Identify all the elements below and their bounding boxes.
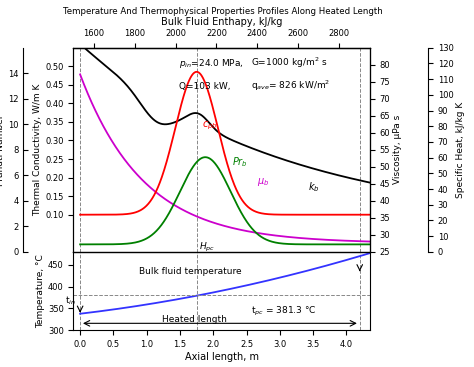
Text: Bulk fluid temperature: Bulk fluid temperature [138, 267, 241, 276]
Text: $\mu_b$: $\mu_b$ [257, 177, 269, 188]
Y-axis label: Specific Heat, kJ/kg K: Specific Heat, kJ/kg K [456, 102, 465, 198]
X-axis label: Bulk Fluid Enthapy, kJ/kg: Bulk Fluid Enthapy, kJ/kg [161, 17, 283, 27]
Y-axis label: Temperature, °C: Temperature, °C [36, 254, 45, 328]
Text: $k_b$: $k_b$ [308, 181, 319, 195]
Text: t$_{pc}$ = 381.3 °C: t$_{pc}$ = 381.3 °C [251, 305, 317, 317]
Text: t$_{in}$: t$_{in}$ [64, 294, 76, 307]
Text: Q=103 kW,: Q=103 kW, [179, 81, 230, 91]
Text: $c_{pb}$: $c_{pb}$ [202, 120, 218, 132]
Text: $p_{in}$=24.0 MPa,: $p_{in}$=24.0 MPa, [179, 57, 243, 70]
Text: Temperature And Thermophysical Properties Profiles Along Heated Length: Temperature And Thermophysical Propertie… [63, 7, 383, 17]
Text: q$_{ave}$= 826 kW/m$^2$: q$_{ave}$= 826 kW/m$^2$ [251, 78, 330, 92]
Text: G=1000 kg/m$^2$ s: G=1000 kg/m$^2$ s [251, 56, 328, 70]
Text: $H_{pc}$: $H_{pc}$ [199, 241, 216, 254]
Text: Heated length: Heated length [162, 316, 227, 324]
Y-axis label: Prandtl Number: Prandtl Number [0, 114, 5, 185]
Text: $Pr_b$: $Pr_b$ [232, 155, 248, 169]
X-axis label: Axial length, m: Axial length, m [184, 352, 259, 362]
Y-axis label: Viscosity, μPa s: Viscosity, μPa s [393, 115, 402, 184]
Y-axis label: Thermal Conductivity, W/m K: Thermal Conductivity, W/m K [34, 84, 43, 216]
